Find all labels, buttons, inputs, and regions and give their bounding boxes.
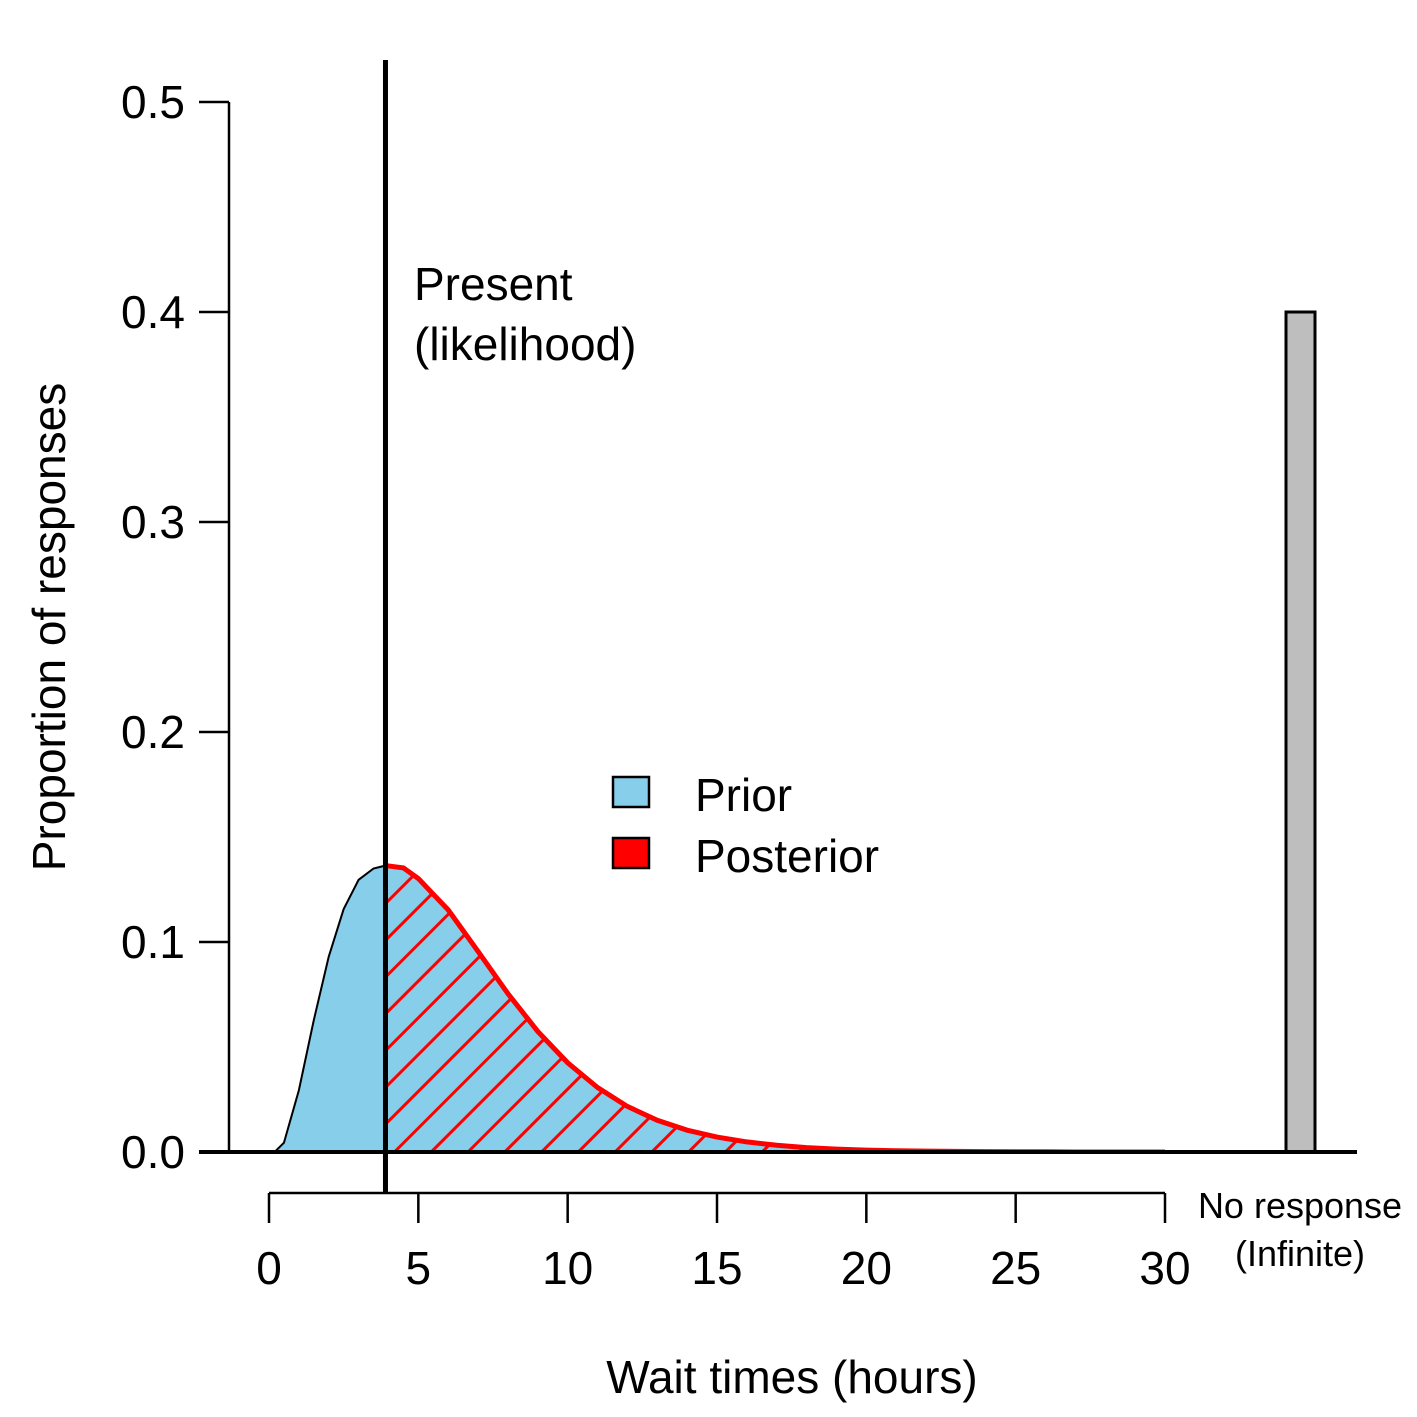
legend-label-prior: Prior <box>695 769 792 821</box>
x-tick-label: 25 <box>990 1242 1041 1294</box>
present-label-line1: Present <box>414 258 573 310</box>
y-tick-label: 0.4 <box>121 286 185 338</box>
posterior-area <box>385 865 1166 1152</box>
y-tick-label: 0.0 <box>121 1126 185 1178</box>
x-axis-ticks: 0 5 10 15 20 25 30 <box>256 1193 1191 1294</box>
y-tick-label: 0.5 <box>121 76 185 128</box>
no-response-label-line2: (Infinite) <box>1235 1233 1365 1274</box>
x-tick-label: 15 <box>691 1242 742 1294</box>
legend-swatch-posterior <box>611 836 651 870</box>
x-tick-label: 10 <box>542 1242 593 1294</box>
y-tick-label: 0.3 <box>121 496 185 548</box>
present-label-line2: (likelihood) <box>414 318 636 370</box>
no-response-bar <box>1284 310 1317 1154</box>
y-axis-title: Proportion of responses <box>23 383 75 871</box>
x-tick-label: 0 <box>256 1242 282 1294</box>
legend-swatch-prior <box>611 775 651 809</box>
x-tick-label: 20 <box>841 1242 892 1294</box>
no-response-label-line1: No response <box>1198 1185 1402 1226</box>
x-axis-title: Wait times (hours) <box>606 1351 977 1403</box>
y-tick-label: 0.2 <box>121 706 185 758</box>
x-tick-label: 30 <box>1139 1242 1190 1294</box>
legend-label-posterior: Posterior <box>695 830 879 882</box>
y-tick-label: 0.1 <box>121 916 185 968</box>
x-tick-label: 5 <box>406 1242 432 1294</box>
y-axis-ticks: 0.0 0.1 0.2 0.3 0.4 0.5 <box>121 76 229 1178</box>
legend: Prior Posterior <box>611 769 879 882</box>
